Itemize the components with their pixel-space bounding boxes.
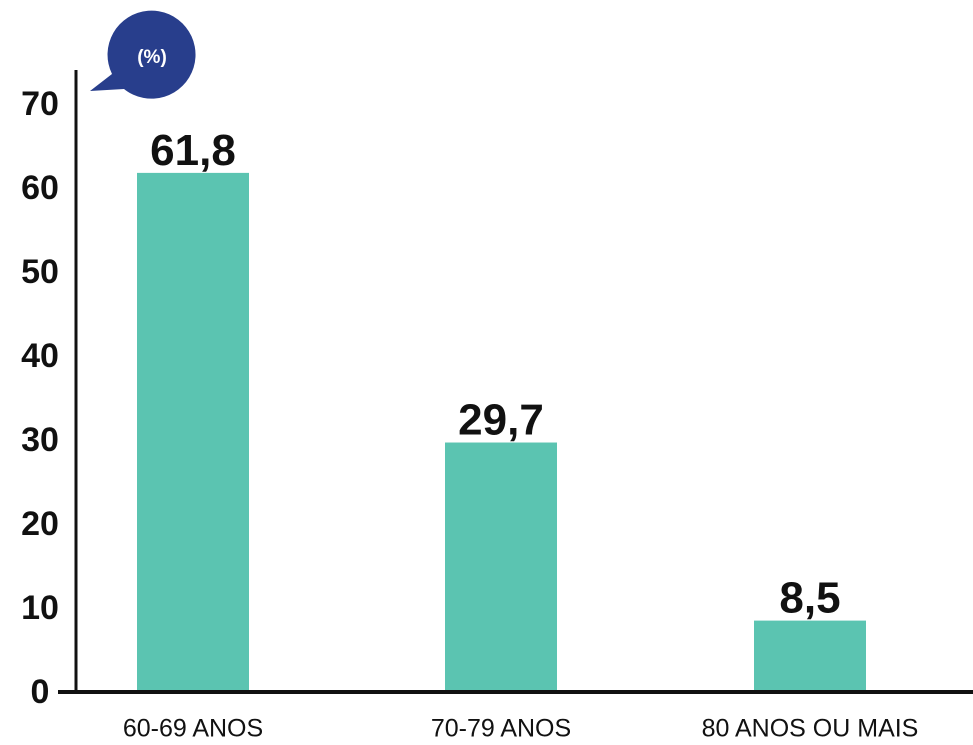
value-labels: 61,8 29,7 8,5	[150, 126, 840, 623]
y-tick-label: 40	[21, 337, 59, 375]
y-tick-label: 60	[21, 169, 59, 207]
x-category-label: 70-79 ANOS	[431, 715, 571, 743]
y-tick-label: 20	[21, 505, 59, 543]
bars	[137, 172, 866, 692]
unit-badge: (%)	[90, 10, 196, 99]
y-tick-label: 50	[21, 253, 59, 291]
y-axis-ticks: 0 10 20 30 40 50 60 70	[21, 85, 59, 711]
bar	[445, 442, 557, 692]
y-tick-label: 30	[21, 421, 59, 459]
bar-value-label: 8,5	[779, 574, 840, 623]
bar-value-label: 61,8	[150, 126, 236, 175]
y-tick-label: 0	[31, 673, 50, 711]
bar-value-label: 29,7	[458, 396, 544, 445]
category-labels: 60-69 ANOS 70-79 ANOS 80 ANOS OU MAIS	[123, 715, 919, 743]
bar	[137, 172, 249, 692]
y-tick-label: 10	[21, 589, 59, 627]
unit-label: (%)	[137, 47, 167, 68]
y-tick-label: 70	[21, 85, 59, 123]
speech-bubble-icon	[90, 10, 196, 99]
x-category-label: 80 ANOS OU MAIS	[702, 715, 919, 743]
x-category-label: 60-69 ANOS	[123, 715, 263, 743]
bar	[754, 620, 866, 692]
